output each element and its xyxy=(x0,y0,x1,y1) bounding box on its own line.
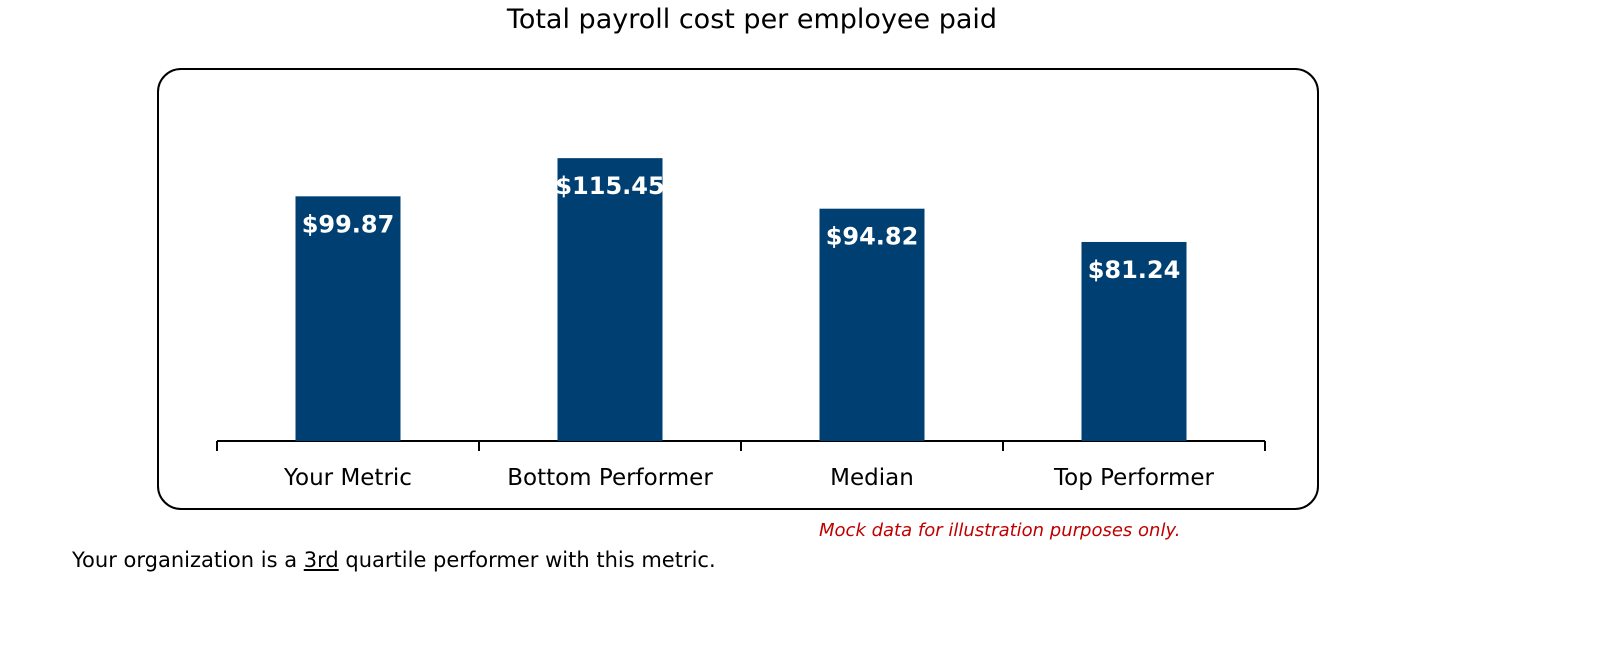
bar-value-label: $81.24 xyxy=(1088,256,1181,284)
category-label: Median xyxy=(830,465,914,491)
bar xyxy=(557,158,663,441)
bar-value-label: $115.45 xyxy=(555,172,664,200)
category-label: Your Metric xyxy=(283,465,412,491)
bar xyxy=(1081,241,1187,441)
bar-value-label: $99.87 xyxy=(302,210,395,238)
chart-frame xyxy=(157,68,1319,510)
disclaimer-note: Mock data for illustration purposes only… xyxy=(819,520,1181,541)
chart-title: Total payroll cost per employee paid xyxy=(506,4,998,35)
bar-value-label: $94.82 xyxy=(826,223,919,251)
summary-suffix: quartile performer with this metric. xyxy=(338,548,716,572)
summary-prefix: Your organization is a xyxy=(72,548,304,572)
category-label: Top Performer xyxy=(1053,465,1215,491)
bar xyxy=(819,208,925,441)
bar xyxy=(295,196,401,441)
category-label: Bottom Performer xyxy=(507,465,713,491)
summary-text: Your organization is a 3rd quartile perf… xyxy=(72,548,716,572)
quartile-value: 3rd xyxy=(303,548,339,572)
